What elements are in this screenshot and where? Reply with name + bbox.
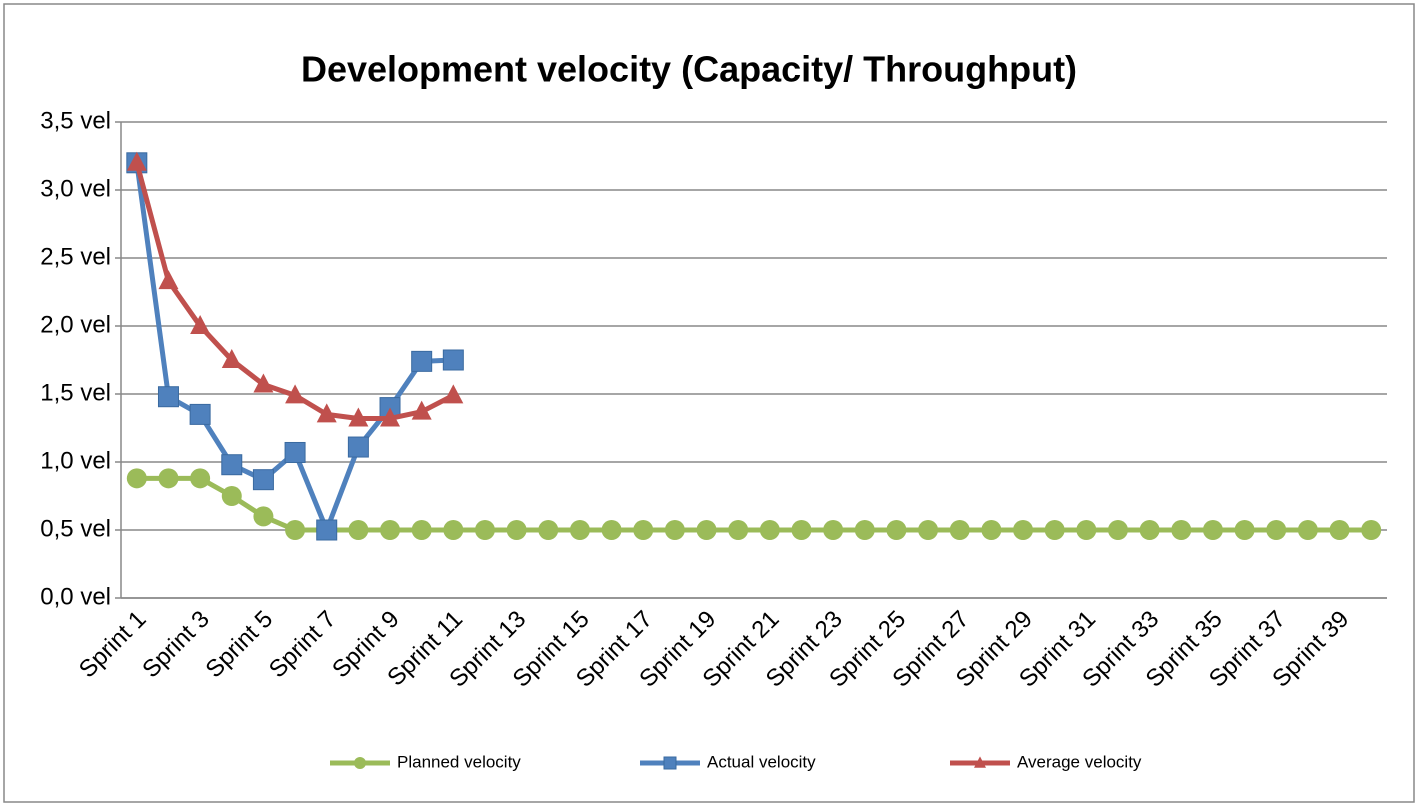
marker (221, 486, 242, 506)
marker (569, 520, 590, 540)
marker (316, 519, 338, 541)
marker (354, 757, 366, 769)
marker (1076, 520, 1097, 540)
marker (252, 469, 274, 491)
marker (728, 520, 749, 540)
marker (411, 350, 433, 372)
marker (411, 520, 432, 540)
y-tick-label: 2,5 vel (40, 243, 111, 270)
chart-title: Development velocity (Capacity/ Throughp… (301, 49, 1077, 90)
legend-label: Planned velocity (397, 752, 521, 771)
marker (791, 520, 812, 540)
series (126, 151, 464, 427)
legend-item: Average velocity (950, 752, 1142, 771)
chart-frame (3, 3, 1415, 803)
marker (823, 520, 844, 540)
marker (347, 436, 369, 458)
marker (1297, 520, 1318, 540)
marker (1013, 520, 1034, 540)
marker (189, 403, 211, 425)
marker (126, 468, 147, 489)
marker (190, 468, 211, 489)
marker (759, 520, 780, 540)
marker (348, 520, 369, 540)
marker (1234, 520, 1255, 540)
marker (158, 468, 179, 489)
marker (285, 520, 306, 540)
legend-item: Planned velocity (330, 752, 521, 771)
marker (411, 400, 432, 420)
marker (538, 520, 559, 540)
marker (1361, 520, 1382, 540)
marker (886, 520, 907, 540)
marker (126, 151, 147, 171)
marker (348, 407, 369, 427)
marker (158, 270, 179, 290)
series (126, 468, 1382, 540)
marker (1139, 520, 1160, 540)
marker (664, 520, 685, 540)
y-tick-label: 3,0 vel (40, 175, 111, 202)
marker (506, 520, 527, 540)
marker (442, 349, 464, 371)
legend-item: Actual velocity (640, 752, 816, 771)
marker (190, 315, 211, 334)
marker (284, 441, 306, 463)
marker (380, 520, 401, 540)
marker (1044, 520, 1065, 540)
y-tick-label: 1,5 vel (40, 379, 111, 406)
marker (253, 373, 274, 393)
y-tick-label: 0,5 vel (40, 515, 111, 542)
series-line (136, 475, 1372, 533)
marker (1107, 520, 1128, 540)
marker (1266, 520, 1287, 540)
marker (696, 520, 717, 540)
y-tick-label: 0,0 vel (40, 583, 111, 610)
marker (918, 520, 939, 540)
marker (253, 506, 274, 527)
marker (633, 520, 654, 540)
marker (601, 520, 622, 540)
marker (380, 407, 401, 427)
marker (1329, 520, 1350, 540)
marker (443, 520, 464, 540)
marker (157, 386, 179, 408)
marker (474, 520, 495, 540)
marker (981, 520, 1002, 540)
y-tick-label: 3,5 vel (40, 107, 111, 134)
marker (1171, 520, 1192, 540)
marker (285, 384, 306, 404)
marker (1202, 520, 1223, 540)
legend-label: Average velocity (1017, 752, 1142, 771)
marker (316, 403, 337, 423)
y-tick-label: 2,0 vel (40, 311, 111, 338)
marker (221, 454, 243, 476)
marker (854, 520, 875, 540)
marker (663, 756, 677, 770)
marker (443, 384, 464, 404)
y-tick-label: 1,0 vel (40, 447, 111, 474)
legend-label: Actual velocity (707, 752, 816, 771)
marker (974, 756, 986, 768)
marker (221, 349, 242, 368)
marker (949, 520, 970, 540)
